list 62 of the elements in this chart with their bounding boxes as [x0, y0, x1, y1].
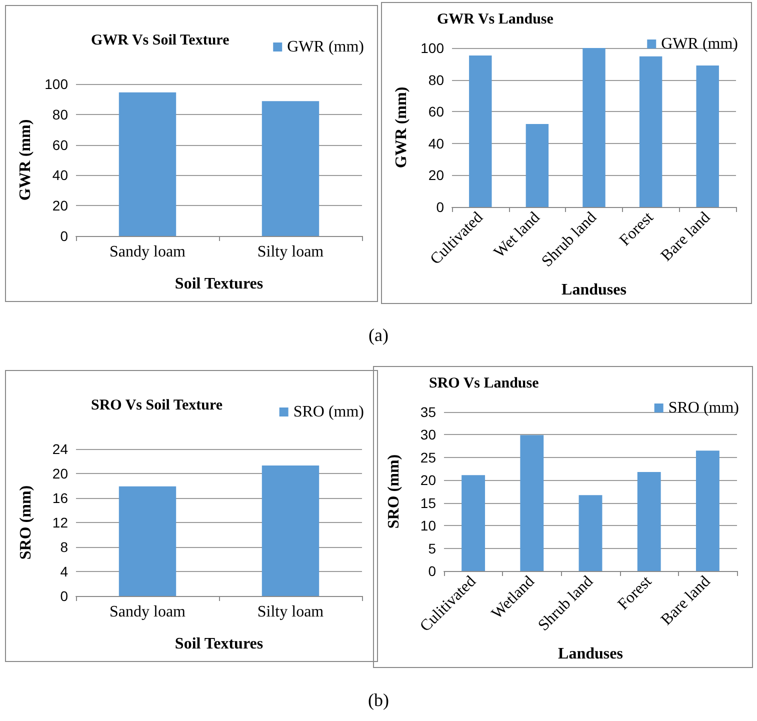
y-tick-label: 100 — [420, 40, 444, 56]
legend-label: SRO (mm) — [293, 404, 364, 420]
x-axis-title: Soil Textures — [174, 276, 264, 292]
y-tick-label: 20 — [428, 167, 444, 184]
x-tick-label: Wet land — [490, 208, 544, 262]
bar — [637, 472, 661, 571]
y-tick-label: 20 — [420, 472, 436, 488]
bar — [520, 435, 544, 571]
y-tick-label: 35 — [420, 404, 436, 420]
chart-title: GWR Vs Soil Texture — [91, 32, 230, 48]
x-tick-label: Silty loam — [257, 244, 324, 260]
chart-title: SRO Vs Landuse — [429, 376, 540, 392]
y-tick-label: 0 — [436, 199, 444, 215]
y-tick-label: 80 — [428, 72, 444, 88]
y-tick-label: 4 — [60, 564, 68, 580]
y-axis-title: GWR (mm) — [393, 86, 410, 168]
legend-label: SRO (mm) — [668, 400, 739, 416]
y-tick-label: 40 — [428, 135, 444, 152]
y-tick-label: 10 — [420, 518, 436, 534]
y-axis-title: SRO (mm) — [386, 454, 402, 529]
x-axis-title: Soil Textures — [174, 636, 264, 652]
bar — [639, 56, 662, 207]
y-tick-label: 16 — [52, 490, 68, 506]
y-tick-label: 24 — [52, 441, 68, 457]
bar — [526, 124, 549, 207]
x-tick-label: Sandy loam — [110, 604, 186, 620]
bar — [696, 450, 720, 571]
y-tick-label: 30 — [420, 426, 436, 443]
y-tick-label: 0 — [60, 228, 68, 244]
bar — [462, 475, 486, 571]
x-axis-title: Landuses — [562, 282, 626, 298]
y-tick-label: 0 — [428, 563, 436, 579]
y-tick-label: 20 — [52, 198, 68, 214]
bar — [469, 55, 492, 207]
legend-label: GWR (mm) — [287, 38, 364, 56]
y-tick-label: 0 — [60, 588, 68, 604]
legend-label: GWR (mm) — [661, 36, 738, 52]
bar — [696, 65, 719, 207]
chart-title: SRO Vs Soil Texture — [91, 398, 223, 414]
bar — [578, 495, 602, 571]
y-tick-label: 60 — [52, 136, 68, 153]
text: (b) — [367, 690, 390, 711]
y-axis-title: GWR (mm) — [17, 119, 34, 201]
y-tick-label: 40 — [52, 167, 68, 184]
y-tick-label: 15 — [420, 494, 436, 511]
y-tick-label: 80 — [52, 106, 68, 122]
bar — [582, 48, 606, 207]
y-tick-label: 12 — [52, 514, 68, 530]
y-axis-title: SRO (mm) — [18, 485, 34, 560]
x-tick-label: Bare land — [658, 572, 714, 629]
y-tick-label: 60 — [428, 104, 444, 120]
y-tick-label: 5 — [428, 540, 436, 556]
chart-title: GWR Vs Landuse — [437, 12, 554, 28]
y-tick-label: 25 — [420, 449, 436, 466]
x-axis-title: Landuses — [558, 646, 623, 662]
y-tick-label: 20 — [52, 466, 68, 482]
x-tick-label: Silty loam — [257, 604, 324, 620]
y-tick-label: 100 — [44, 76, 68, 92]
x-tick-label: Sandy loam — [110, 244, 186, 260]
text: (a) — [368, 325, 390, 346]
x-tick-label: Bare land — [658, 208, 714, 265]
y-tick-label: 8 — [60, 539, 68, 555]
